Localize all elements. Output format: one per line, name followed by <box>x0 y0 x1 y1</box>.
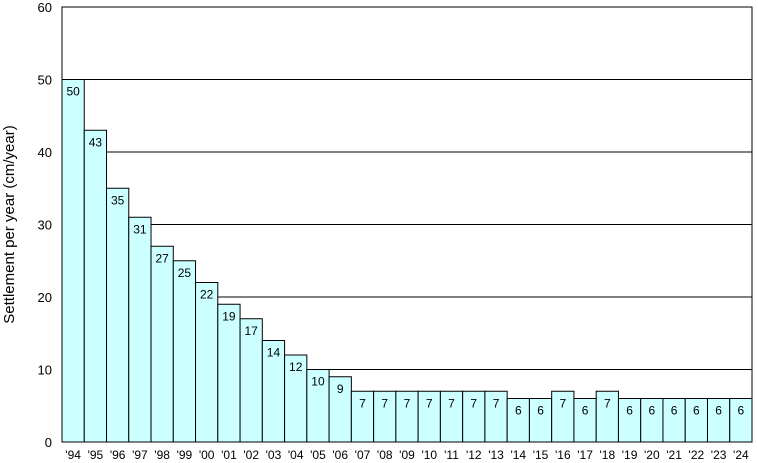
x-tick-label: '15 <box>533 448 549 462</box>
bar <box>172 260 197 443</box>
x-tick-label: '24 <box>733 448 749 462</box>
x-tick-label: '06 <box>332 448 348 462</box>
x-tick-label: '94 <box>65 448 81 462</box>
x-tick-label: '03 <box>266 448 282 462</box>
bar-value-label: 6 <box>738 404 745 418</box>
x-tick-label: '14 <box>510 448 526 462</box>
bar <box>106 187 130 443</box>
bar-value-label: 6 <box>515 404 522 418</box>
bar <box>195 282 219 443</box>
x-tick-label: '22 <box>689 448 705 462</box>
x-tick-label: '10 <box>421 448 437 462</box>
x-tick-label: '02 <box>243 448 259 462</box>
x-tick-label: '17 <box>577 448 593 462</box>
bar-value-label: 10 <box>311 375 325 389</box>
x-tick-label: '12 <box>466 448 482 462</box>
bar-value-label: 19 <box>222 309 236 323</box>
bar-value-label: 7 <box>470 396 477 410</box>
bar-value-label: 22 <box>200 288 214 302</box>
bar-value-label: 7 <box>404 396 411 410</box>
x-tick-label: '21 <box>666 448 682 462</box>
y-tick-label: 60 <box>38 0 52 15</box>
x-tick-label: '98 <box>154 448 170 462</box>
bar-value-label: 7 <box>448 396 455 410</box>
bar-value-label: 17 <box>245 324 259 338</box>
bar-value-label: 6 <box>626 404 633 418</box>
bar-value-label: 6 <box>648 404 655 418</box>
x-tick-label: '95 <box>88 448 104 462</box>
x-tick-label: '00 <box>199 448 215 462</box>
plot-frame <box>61 6 753 443</box>
bar-value-label: 6 <box>537 404 544 418</box>
x-axis-ticks: '94 '95 '96 '97 '98 '99 '00 '01 '02 '03 '04 '05 '06 '… <box>65 448 749 462</box>
bar <box>217 303 241 443</box>
y-tick-label: 50 <box>38 73 52 88</box>
bar-value-label: 6 <box>582 404 589 418</box>
bar-value-label: 7 <box>604 396 611 410</box>
bar <box>61 79 85 443</box>
bar-value-label: 9 <box>337 382 344 396</box>
x-tick-label: '05 <box>310 448 326 462</box>
x-tick-label: '01 <box>221 448 237 462</box>
x-tick-label: '19 <box>622 448 638 462</box>
bar-value-label: 14 <box>267 346 281 360</box>
bar-value-label: 6 <box>715 404 722 418</box>
bar-value-label: 25 <box>178 266 192 280</box>
x-tick-label: '13 <box>488 448 504 462</box>
x-tick-label: '96 <box>110 448 126 462</box>
bar-value-label: 31 <box>133 222 147 236</box>
x-tick-label: '08 <box>377 448 393 462</box>
x-tick-label: '16 <box>555 448 571 462</box>
bar-value-label: 7 <box>493 396 500 410</box>
y-tick-label: 20 <box>38 290 52 305</box>
bars: 50 43 35 31 27 25 22 19 17 14 12 10 9 7 7 7 7 7 7 7 6 6 7 6 7 6 6 6… <box>61 79 753 443</box>
x-tick-label: '11 <box>444 448 459 462</box>
bar-value-label: 43 <box>89 135 103 149</box>
y-tick-label: 30 <box>38 218 52 233</box>
y-axis-ticks: 0 10 20 30 40 50 60 <box>38 0 52 450</box>
bar-value-label: 7 <box>559 396 566 410</box>
x-tick-label: '23 <box>711 448 727 462</box>
bar-value-label: 7 <box>381 396 388 410</box>
x-tick-label: '04 <box>288 448 304 462</box>
bar-value-label: 27 <box>155 251 169 265</box>
bar-value-label: 12 <box>289 360 303 374</box>
x-tick-label: '07 <box>355 448 371 462</box>
bar-value-label: 35 <box>111 193 125 207</box>
x-tick-label: '20 <box>644 448 660 462</box>
bar-value-label: 6 <box>693 404 700 418</box>
bar <box>128 216 152 443</box>
y-tick-label: 40 <box>38 145 52 160</box>
x-tick-label: '97 <box>132 448 148 462</box>
y-tick-label: 10 <box>38 363 52 378</box>
bar-value-label: 6 <box>671 404 678 418</box>
bar-value-label: 50 <box>66 85 80 99</box>
bar <box>83 129 108 443</box>
bar-value-label: 7 <box>426 396 433 410</box>
x-tick-label: '09 <box>399 448 415 462</box>
bar-value-label: 7 <box>359 396 366 410</box>
x-tick-label: '18 <box>600 448 616 462</box>
x-tick-label: '99 <box>177 448 193 462</box>
y-tick-label: 0 <box>45 435 52 450</box>
bar <box>150 245 174 443</box>
y-axis-label: Settlement per year (cm/year) <box>1 125 18 323</box>
